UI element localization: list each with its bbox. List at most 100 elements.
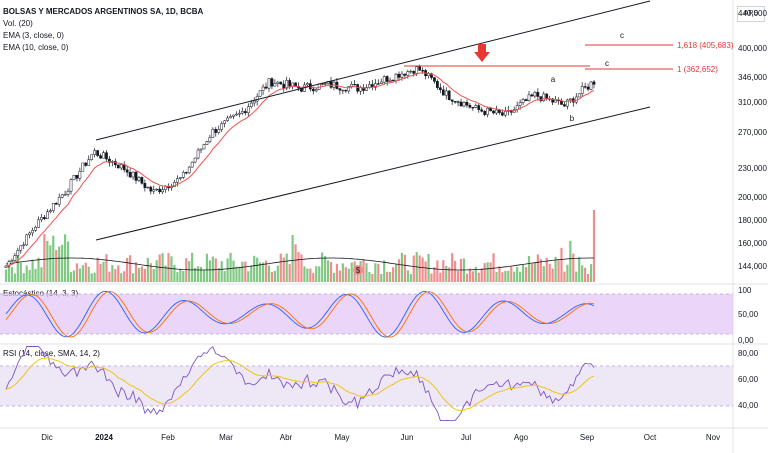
currency-button[interactable]: ARS	[737, 6, 765, 22]
volume-bar	[28, 269, 31, 282]
volume-bar	[592, 210, 596, 282]
volume-bar	[403, 254, 406, 282]
candle-body	[344, 89, 348, 92]
volume-bars	[4, 210, 596, 282]
stoch-tick-label: 50,00	[738, 310, 759, 319]
volume-bar	[155, 260, 158, 282]
volume-bar	[270, 272, 274, 282]
volume-bar	[430, 273, 433, 282]
down-arrow-marker	[474, 44, 490, 62]
rsi-ma-line	[5, 357, 595, 412]
volume-bar	[530, 263, 534, 282]
candle-body	[158, 188, 161, 193]
candle-body	[459, 101, 463, 107]
volume-bar	[131, 273, 135, 282]
candle-body	[164, 186, 167, 190]
candle-body	[385, 76, 389, 82]
candle-body	[146, 186, 150, 189]
time-tick-label: Jun	[401, 433, 414, 442]
volume-bar	[504, 270, 507, 282]
volume-bar	[117, 265, 120, 282]
volume-bar	[93, 272, 96, 282]
candle-body	[75, 174, 79, 179]
candle-body	[249, 102, 253, 107]
volume-bar	[61, 244, 64, 282]
volume-bar	[276, 265, 279, 282]
time-tick-label: 2024	[95, 433, 113, 442]
volume-bar	[510, 266, 513, 282]
candle-body	[60, 194, 64, 198]
candle-body	[181, 172, 185, 178]
volume-bar	[84, 262, 87, 282]
volume-bar	[191, 252, 194, 282]
candle-body	[439, 87, 442, 90]
price-tick-label: 346,000	[738, 73, 767, 82]
volume-bar	[241, 261, 244, 282]
candle-body	[241, 111, 244, 114]
candle-body	[329, 81, 333, 88]
candle-body	[152, 189, 156, 192]
volume-bar	[123, 271, 126, 282]
candle-body	[223, 120, 227, 124]
volume-bar	[176, 272, 179, 282]
candle-body	[170, 186, 173, 189]
volume-bar	[43, 234, 46, 282]
volume-bar	[454, 260, 457, 282]
volume-bar	[78, 268, 81, 282]
candle-body	[267, 78, 271, 89]
volume-bar	[170, 256, 173, 282]
volume-bar	[386, 271, 389, 282]
candle-body	[501, 112, 504, 116]
candle-body	[444, 90, 448, 96]
candle-body	[518, 102, 522, 106]
volume-bar	[581, 265, 584, 282]
volume-bar	[208, 260, 211, 282]
volume-bar	[235, 266, 238, 282]
volume-bar	[539, 259, 542, 282]
candle-body	[25, 234, 29, 246]
volume-bar	[533, 262, 537, 282]
candle-body	[577, 93, 581, 98]
volume-bar	[433, 267, 436, 282]
volume-bar	[72, 270, 76, 282]
stoch-band	[0, 294, 733, 334]
candle-body	[143, 183, 147, 188]
volume-bar	[362, 259, 365, 282]
candle-body	[72, 174, 76, 181]
candle-body	[232, 114, 235, 117]
candle-body	[255, 96, 259, 102]
volume-bar	[158, 254, 161, 282]
candle-body	[34, 227, 37, 231]
price-tick-label: 200,000	[738, 193, 767, 202]
volume-bar	[108, 271, 111, 282]
candle-body	[530, 94, 534, 97]
volume-bar	[586, 273, 590, 282]
volume-bar	[557, 260, 560, 282]
volume-bar	[380, 273, 383, 282]
volume-bar	[498, 266, 501, 282]
candle-body	[261, 86, 265, 91]
volume-bar	[338, 270, 341, 282]
candle-body	[13, 255, 17, 261]
volume-bar	[46, 240, 49, 282]
candle-body	[96, 150, 99, 156]
volume-bar	[250, 265, 253, 282]
candle-body	[243, 111, 247, 114]
candle-body	[184, 172, 188, 174]
volume-bar	[300, 254, 303, 282]
time-tick-label: Jul	[461, 433, 471, 442]
volume-bar	[264, 260, 268, 282]
volume-bar	[397, 259, 401, 282]
volume-bar	[424, 261, 427, 282]
candle-body	[474, 105, 478, 108]
candle-body	[498, 109, 501, 113]
candle-body	[22, 244, 26, 246]
candle-body	[137, 177, 141, 181]
channel-lower-line	[95, 106, 651, 241]
candle-body	[471, 107, 475, 109]
candle-body	[37, 219, 40, 228]
volume-bar	[49, 245, 52, 282]
volume-bar	[578, 257, 581, 282]
dividend-marker	[353, 265, 363, 275]
